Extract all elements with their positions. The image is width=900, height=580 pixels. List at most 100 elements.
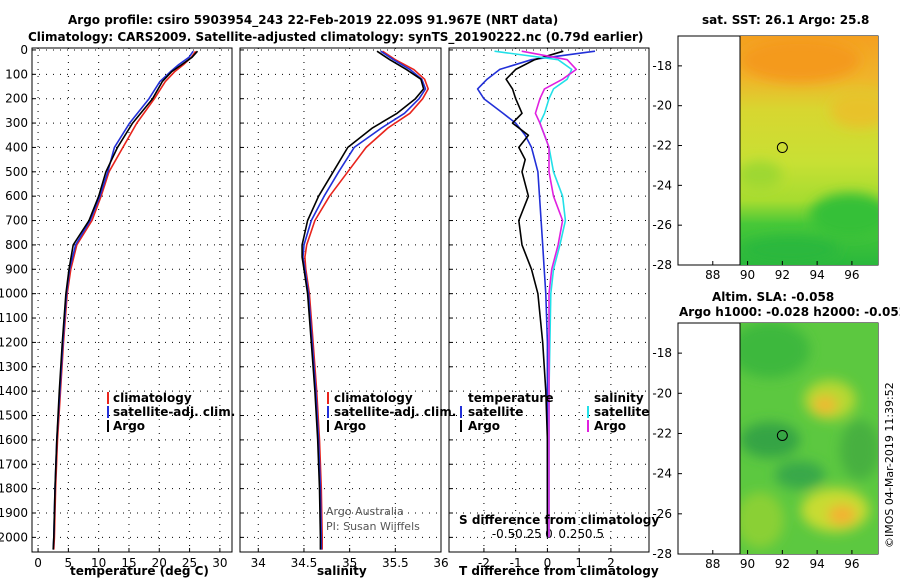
depth-tick-label: 2000 [0, 530, 28, 544]
x2-tick-label: 0.25 [558, 527, 585, 541]
x2-tick-label: -0.5 [492, 527, 515, 541]
depth-tick-label: 1600 [0, 433, 28, 447]
credit-line-1: Argo Australia [326, 505, 404, 518]
x-tick-label: 2 [607, 556, 615, 570]
imos-watermark: ©IMOS 04-Mar-2019 11:39:52 [883, 382, 896, 548]
map-y-tick-label: -28 [652, 258, 672, 272]
legend-sal-argo: Argo [594, 419, 626, 433]
salinity-xlabel: salinity [317, 564, 367, 578]
sst-field [740, 36, 878, 265]
depth-tick-label: 1300 [0, 360, 28, 374]
x-tick-label: 0 [34, 556, 42, 570]
depth-tick-label: 900 [5, 262, 28, 276]
map-y-tick-label: -24 [652, 178, 672, 192]
depth-tick-label: 0 [20, 43, 28, 57]
map-y-tick-label: -20 [652, 386, 672, 400]
sla-map-ticks: 88 90 92 94 96 -18 -20 -22 -24 -26 -28 [652, 346, 859, 571]
depth-tick-label: 500 [5, 165, 28, 179]
map-x-tick-label: 94 [809, 268, 824, 282]
map-y-tick-label: -26 [652, 507, 672, 521]
x2-tick-label: 0.5 [585, 527, 604, 541]
legend-swatch-satellite [107, 406, 109, 418]
salinity-legend: climatology satellite-adj. clim. Argo [327, 391, 456, 433]
title-line-2: Climatology: CARS2009. Satellite-adjuste… [28, 30, 643, 45]
salinity-panel-frame [239, 47, 442, 553]
title-line-1: Argo profile: csiro 5903954_243 22-Feb-2… [68, 13, 558, 28]
x-tick-label: -2 [478, 556, 490, 570]
legend-swatch-sal-argo [587, 420, 589, 432]
temperature-panel-frame [31, 47, 233, 553]
depth-tick-label: 1400 [0, 384, 28, 398]
sst-map-ticks: 88 90 92 94 96 -18 -20 -22 -24 -26 -28 [652, 59, 859, 282]
map-y-tick-label: -24 [652, 467, 672, 481]
series-line-temperature-argo [505, 50, 564, 538]
legend-salinity-header: salinity [594, 391, 644, 405]
sla-field [740, 323, 878, 554]
map-y-tick-label: -22 [652, 426, 672, 440]
temperature-xlabel: temperature (deg C) [70, 564, 209, 578]
map-y-tick-label: -26 [652, 218, 672, 232]
profile-lines [52, 50, 596, 550]
series-line-argo [301, 50, 425, 550]
map-y-tick-label: -20 [652, 99, 672, 113]
sla-float-marker [776, 429, 788, 441]
map-x-tick-label: 94 [809, 557, 824, 571]
depth-tick-label: 1100 [0, 311, 28, 325]
x-tick-label: 35 [342, 556, 357, 570]
map-x-tick-label: 90 [740, 268, 755, 282]
x-tick-label: 10 [91, 556, 106, 570]
depth-tick-label: 600 [5, 189, 28, 203]
x-tick-label: 36 [433, 556, 448, 570]
axis-ticks: 0 5 10 15 20 25 30 34 34.5 35 35.5 36 -2 -1 0 1 2 -0.5-0.… [32, 49, 615, 570]
map-y-tick-label: -18 [652, 346, 672, 360]
depth-tick-label: 200 [5, 92, 28, 106]
x-tick-label: 25 [182, 556, 197, 570]
x-tick-label: 34 [251, 556, 266, 570]
depth-tick-label: 1500 [0, 409, 28, 423]
legend-swatch-satellite [327, 406, 329, 418]
legend-temp-satellite: satellite [468, 405, 523, 419]
depth-tick-label: 1700 [0, 457, 28, 471]
x-tick-label: 30 [212, 556, 227, 570]
depth-tick-label: 100 [5, 67, 28, 81]
x-tick-label: 15 [121, 556, 136, 570]
legend-swatch-temp-satellite [460, 406, 462, 418]
depth-tick-label: 1900 [0, 506, 28, 520]
legend-swatch-argo [327, 420, 329, 432]
map-y-tick-label: -22 [652, 139, 672, 153]
map-x-tick-label: 88 [705, 557, 720, 571]
depth-tick-label: 300 [5, 116, 28, 130]
map-y-tick-label: -28 [652, 547, 672, 561]
legend-sal-satellite: satellite [594, 405, 649, 419]
map-x-tick-label: 90 [740, 557, 755, 571]
series-line-argo [52, 50, 199, 550]
credit-line-2: PI: Susan Wijffels [326, 520, 420, 533]
legend-temperature-header: temperature [468, 391, 553, 405]
series-line-satellite-adj-clim- [52, 50, 194, 550]
x-tick-label: -1 [510, 556, 522, 570]
depth-tick-label: 700 [5, 214, 28, 228]
x-tick-label: 1 [575, 556, 583, 570]
difference-xlabel: T difference from climatology [459, 564, 659, 578]
series-line-satellite-adj-clim- [302, 50, 427, 550]
legend-satellite: satellite-adj. clim. [334, 405, 456, 419]
legend-swatch-climatology [107, 392, 109, 404]
series-line-salinity-argo [521, 50, 578, 538]
legend-argo: Argo [113, 419, 145, 433]
legend-argo: Argo [334, 419, 366, 433]
legend-swatch-temp-argo [460, 420, 462, 432]
map-y-tick-label: -18 [652, 59, 672, 73]
legend-satellite: satellite-adj. clim. [113, 405, 235, 419]
grid-dots [32, 48, 649, 552]
map-x-tick-label: 96 [844, 557, 859, 571]
legend-climatology: climatology [113, 391, 192, 405]
x-tick-label: 0 [544, 556, 552, 570]
legend-climatology: climatology [334, 391, 413, 405]
difference-x2label: S difference from climatology [459, 513, 659, 527]
depth-tick-label: 1000 [0, 287, 28, 301]
sst-float-marker [776, 142, 788, 154]
sla-map-title: Altim. SLA: -0.058 [712, 290, 834, 304]
x-tick-label: 20 [152, 556, 167, 570]
series-line-temperature-satellite [476, 50, 596, 538]
